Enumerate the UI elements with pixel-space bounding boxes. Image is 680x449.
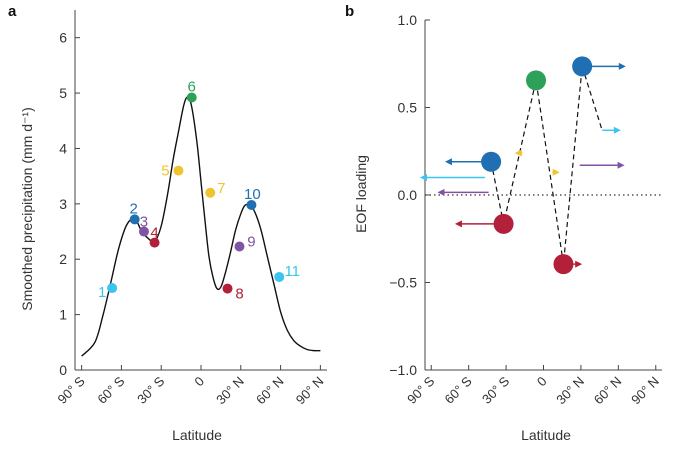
panel-a-point-label: 8 — [235, 286, 243, 303]
panel-b-eof-point — [526, 70, 547, 91]
panel-a-point-label: 11 — [284, 263, 300, 280]
panel-b-arrowhead — [617, 161, 625, 169]
panel-a-y-tick-label: 4 — [59, 140, 67, 156]
panel-b-arrowhead — [444, 158, 452, 166]
panel-b-arrowhead — [420, 174, 428, 181]
panel-a-point — [234, 241, 245, 252]
panel-b-arrowhead — [437, 188, 445, 196]
panel-b-arrowhead — [618, 62, 626, 70]
panel-a-x-tick-label: 90° N — [293, 374, 327, 408]
panel-b-x-tick-label: 60° N — [591, 374, 625, 408]
panel-b-letter: b — [345, 3, 354, 20]
panel-a-point-label: 2 — [130, 200, 138, 217]
panel-a-point-label: 5 — [161, 163, 169, 180]
panel-a-point — [149, 237, 160, 248]
panel-a-point — [138, 226, 149, 237]
panel-a-y-tick-label: 0 — [59, 362, 67, 378]
panel-a-point — [246, 199, 257, 210]
panel-b-arrowhead — [575, 260, 583, 268]
panel-a-point-label: 1 — [98, 284, 106, 301]
panel-b-x-tick-label: 0 — [534, 374, 550, 390]
panel-b-x-axis-label: Latitude — [521, 427, 571, 443]
panel-b-eof-point — [493, 213, 514, 234]
panel-a-x-tick-label: 30° N — [213, 374, 247, 408]
panel-b-eof-point — [572, 56, 593, 77]
panel-b-dashed-path — [490, 66, 603, 265]
panel-b-x-tick-label: 30° S — [479, 373, 512, 406]
panel-b-x-tick-label: 90° S — [404, 373, 437, 406]
panel-a-precipitation-curve — [81, 96, 321, 357]
panel-a-x-tick-label: 60° N — [253, 374, 287, 408]
panel-b-y-tick-label: −0.5 — [389, 275, 417, 291]
panel-a-y-tick-label: 3 — [59, 196, 67, 212]
panel-b-y-tick-label: 0.5 — [398, 100, 418, 116]
panel-b-x-tick-label: 90° N — [628, 374, 662, 408]
panel-b-arrowhead — [454, 220, 462, 228]
panel-a-point-label: 3 — [140, 214, 148, 231]
panel-b-arrowhead — [552, 168, 560, 176]
panel-b-y-tick-label: 1.0 — [398, 12, 418, 28]
panel-a-point-label: 6 — [188, 79, 196, 96]
panel-b-y-axis-label: EOF loading — [353, 155, 369, 233]
panel-b-y-tick-label: −1.0 — [389, 362, 417, 378]
panel-a-x-tick-label: 60° S — [94, 373, 127, 406]
panel-a-letter: a — [8, 3, 17, 20]
panel-b-arrowhead — [613, 126, 621, 134]
panel-a-point-label: 4 — [150, 225, 158, 242]
panel-b-x-tick-label: 60° S — [442, 373, 475, 406]
panel-a-y-tick-label: 1 — [59, 307, 67, 323]
panel-b-eof-point — [481, 151, 502, 172]
panel-a-y-tick-label: 5 — [59, 85, 67, 101]
panel-b-chart: −1.0 −0.5 0.0 0.5 1.0 90° S 60° S 30° S 0 30° N 60… — [389, 12, 662, 407]
panel-a-y-axis-label: Smoothed precipitation (mm d⁻¹) — [19, 107, 35, 310]
panel-b-arrowhead — [514, 149, 522, 157]
panel-a-x-tick-label: 90° S — [55, 373, 88, 406]
panel-a-x-tick-label: 30° S — [134, 373, 167, 406]
panel-b-eof-point — [553, 254, 574, 275]
panel-a-point — [186, 92, 197, 103]
panel-a-point — [129, 214, 140, 225]
panel-a-point — [173, 165, 184, 176]
panel-a-y-tick-label: 6 — [59, 30, 67, 46]
panel-a-point — [107, 283, 118, 294]
panel-a-point — [205, 187, 216, 198]
panel-b-x-tick-label: 30° N — [553, 374, 587, 408]
panel-b-y-tick-label: 0.0 — [398, 187, 418, 203]
panel-a-point-label: 9 — [247, 233, 255, 250]
panel-a-point-label: 10 — [244, 186, 261, 203]
panel-a-x-tick-label: 0 — [191, 374, 207, 390]
panel-a-point — [274, 271, 285, 282]
panel-a-point-label: 7 — [217, 180, 225, 197]
panel-a-y-tick-label: 2 — [59, 251, 67, 267]
panel-a-x-axis-label: Latitude — [172, 427, 222, 443]
panel-a-point — [222, 283, 233, 294]
